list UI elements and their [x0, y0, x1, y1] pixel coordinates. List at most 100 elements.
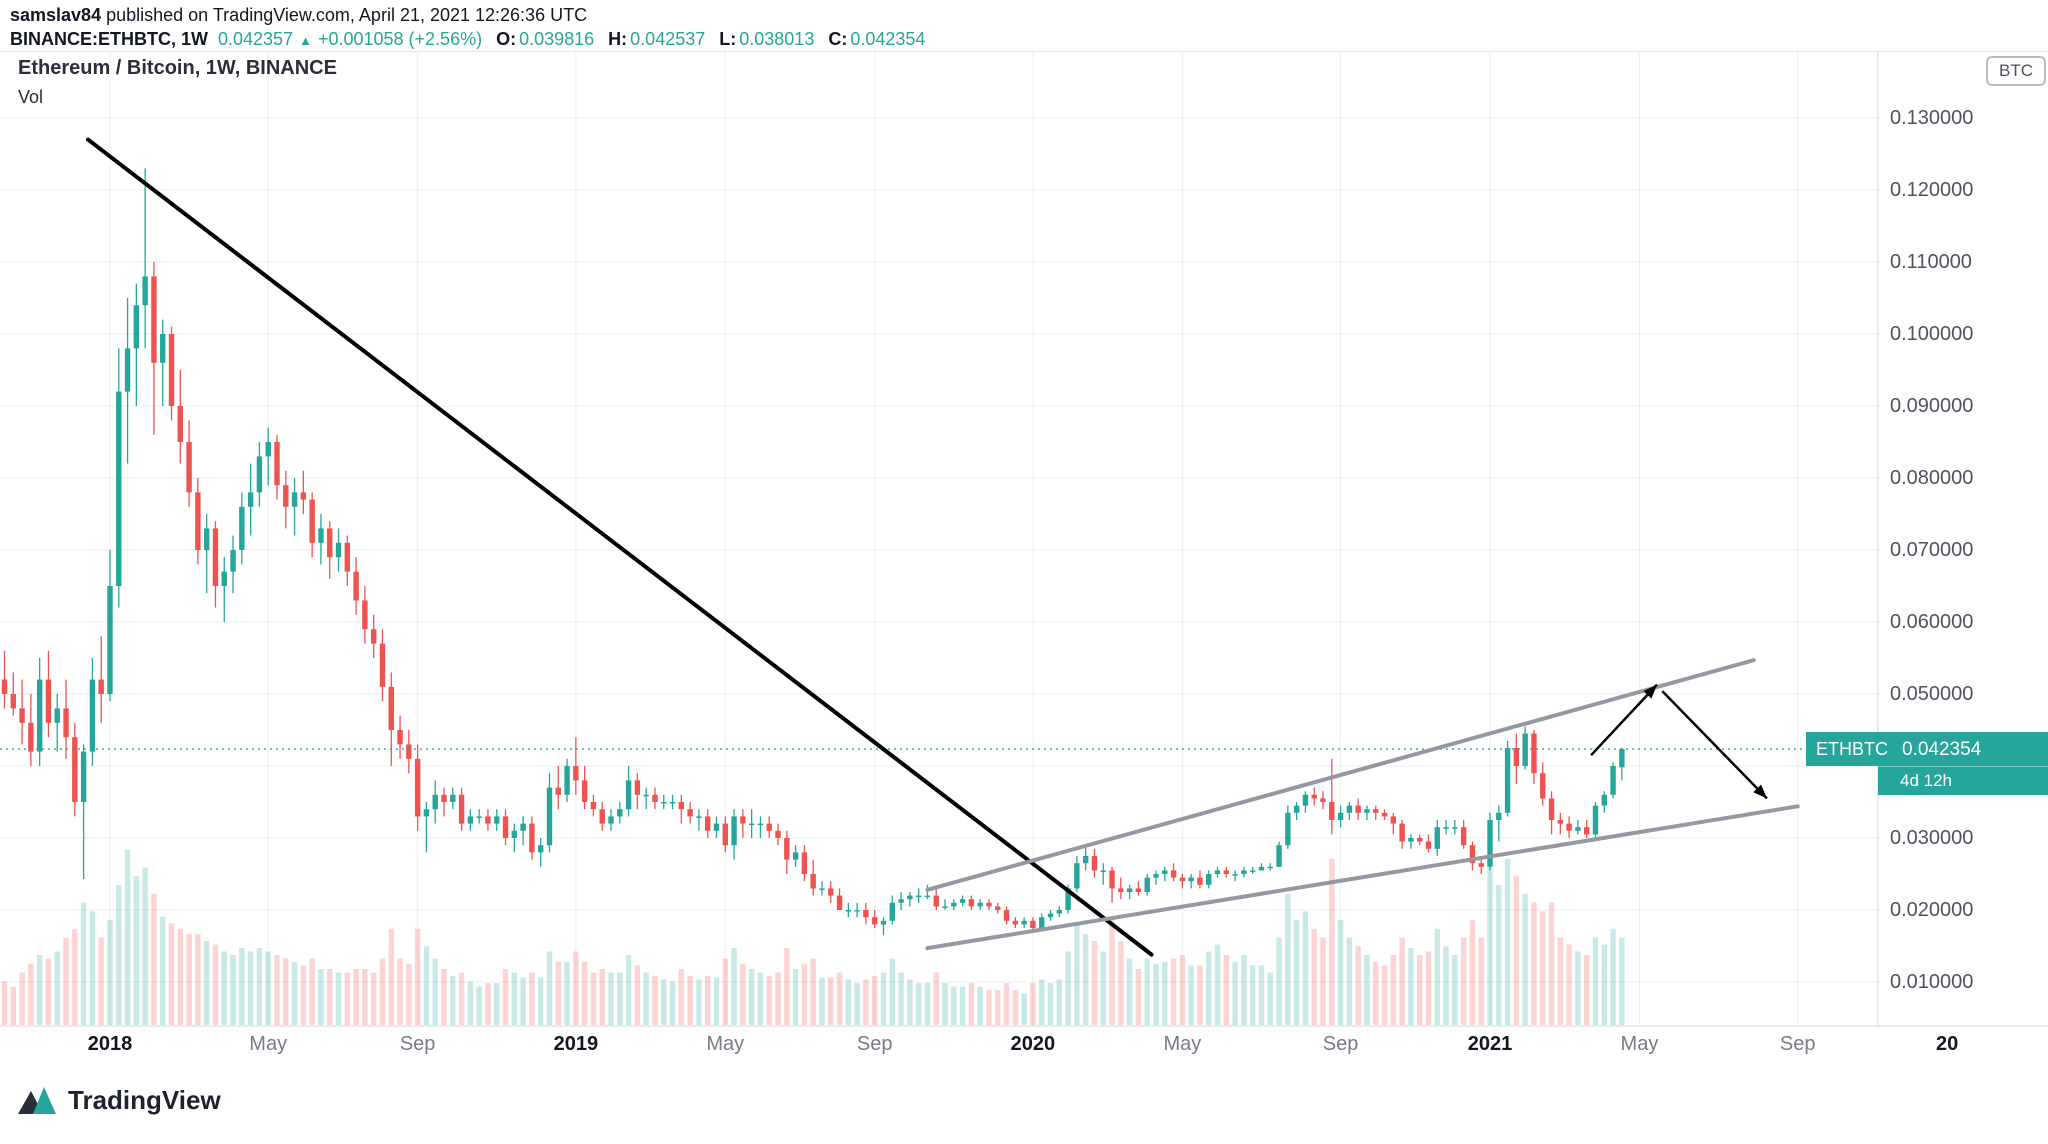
volume-bar — [696, 979, 702, 1025]
price-axis-label: 0.090000 — [1890, 395, 1974, 417]
downtrend-line[interactable] — [86, 137, 1154, 957]
candle-body — [151, 276, 157, 363]
volume-bar — [274, 955, 280, 1025]
candle-body — [1223, 870, 1230, 874]
candle-body — [195, 492, 201, 550]
volume-bar — [1170, 958, 1177, 1025]
candle-body — [1346, 805, 1353, 813]
candle-body — [529, 823, 535, 853]
volume-bar — [889, 958, 895, 1025]
candle-body — [212, 528, 219, 586]
projection-arrow-down[interactable] — [1661, 690, 1768, 800]
volume-bar — [344, 972, 351, 1025]
candle-body — [1355, 805, 1361, 813]
candle-body — [1021, 920, 1027, 925]
ohlc-open-label: O: — [496, 29, 517, 49]
volume-bar — [89, 911, 96, 1025]
candle-body — [450, 794, 456, 802]
candle-body — [933, 895, 939, 907]
candle-body — [643, 794, 649, 797]
volume-bar — [1126, 958, 1133, 1025]
volume-bar — [291, 962, 298, 1025]
volume-bar — [1311, 928, 1317, 1025]
ascending-channel-upper[interactable] — [925, 658, 1756, 892]
volume-bar — [1293, 920, 1300, 1025]
current-price-tag: ETHBTC 0.042354 — [1806, 732, 2048, 766]
volume-bar — [731, 948, 737, 1025]
candle-body — [494, 816, 500, 824]
volume-bar — [160, 916, 166, 1025]
volume-bar — [1496, 885, 1502, 1025]
chart-title[interactable]: Ethereum / Bitcoin, 1W, BINANCE — [18, 57, 337, 79]
candle-body — [792, 852, 799, 860]
tradingview-logo-text: TradingView — [68, 1084, 221, 1115]
price-axis-unit-badge[interactable]: BTC — [1986, 56, 2046, 86]
candle-body — [283, 485, 289, 507]
volume-bar — [705, 976, 711, 1025]
volume-bar — [1601, 944, 1607, 1025]
volume-bar — [72, 928, 78, 1025]
candle-body — [854, 910, 860, 912]
volume-bar — [203, 941, 210, 1025]
candle-body — [309, 499, 315, 543]
ohlc-low-value: 0.038013 — [739, 29, 815, 49]
candle-body — [1039, 917, 1045, 928]
volume-bar — [230, 955, 236, 1025]
volume-indicator-label[interactable]: Vol — [18, 87, 44, 107]
volume-bar — [986, 990, 992, 1025]
volume-bar — [977, 986, 983, 1025]
volume-bar — [915, 983, 922, 1025]
volume-bar — [476, 986, 482, 1025]
volume-bar — [406, 963, 412, 1025]
price-axis-label: 0.030000 — [1890, 827, 1974, 849]
price-up-arrow-icon: ▲ — [299, 33, 312, 48]
candle-body — [1381, 812, 1388, 817]
volume-bar — [1144, 958, 1150, 1025]
volume-bar — [212, 944, 219, 1025]
candle-body — [1337, 812, 1344, 820]
volume-bar — [432, 958, 438, 1025]
volume-bar — [740, 963, 746, 1025]
candle-body — [959, 899, 966, 903]
candle-body — [590, 802, 597, 810]
tradingview-logo[interactable]: TradingView — [16, 1082, 221, 1118]
candle-body — [828, 888, 834, 896]
projection-arrow-up[interactable] — [1590, 683, 1658, 757]
candle-body — [625, 780, 632, 810]
candle-body — [1091, 856, 1098, 871]
volume-bar — [775, 972, 781, 1025]
author-username[interactable]: samslav84 — [10, 5, 102, 25]
candle-body — [1249, 870, 1256, 872]
candle-body — [107, 586, 113, 694]
ascending-channel-lower[interactable] — [925, 804, 1800, 951]
candle-body — [1504, 748, 1511, 813]
candle-body — [942, 906, 948, 908]
candle-body — [63, 708, 69, 738]
volume-bar — [898, 972, 904, 1025]
tradingview-logo-icon — [18, 1087, 56, 1114]
volume-bar — [573, 951, 579, 1025]
volume-bar — [1416, 955, 1423, 1025]
candle-body — [722, 823, 728, 846]
candle-body — [1373, 809, 1379, 813]
volume-bar — [1, 981, 8, 1025]
candle-body — [1267, 866, 1273, 869]
chart-legend: Ethereum / Bitcoin, 1W, BINANCE Vol — [18, 57, 337, 108]
candle-body — [1478, 863, 1484, 867]
candle-body — [801, 852, 808, 874]
volume-bar — [863, 979, 869, 1025]
volume-bar — [1021, 993, 1027, 1025]
price-axis-label: 0.050000 — [1890, 683, 1974, 705]
candle-body — [1434, 827, 1440, 849]
last-price: 0.042357 — [218, 29, 294, 49]
candle-body — [1258, 866, 1265, 871]
volume-bar — [1153, 963, 1159, 1025]
projection-arrow-down-head — [1753, 784, 1767, 799]
price-tag-value: 0.042354 — [1902, 739, 1982, 760]
volume-bar — [1540, 911, 1546, 1025]
volume-bar — [669, 981, 676, 1025]
volume-bar — [1460, 937, 1467, 1025]
volume-bar — [10, 986, 16, 1025]
volume-bar — [168, 923, 175, 1025]
